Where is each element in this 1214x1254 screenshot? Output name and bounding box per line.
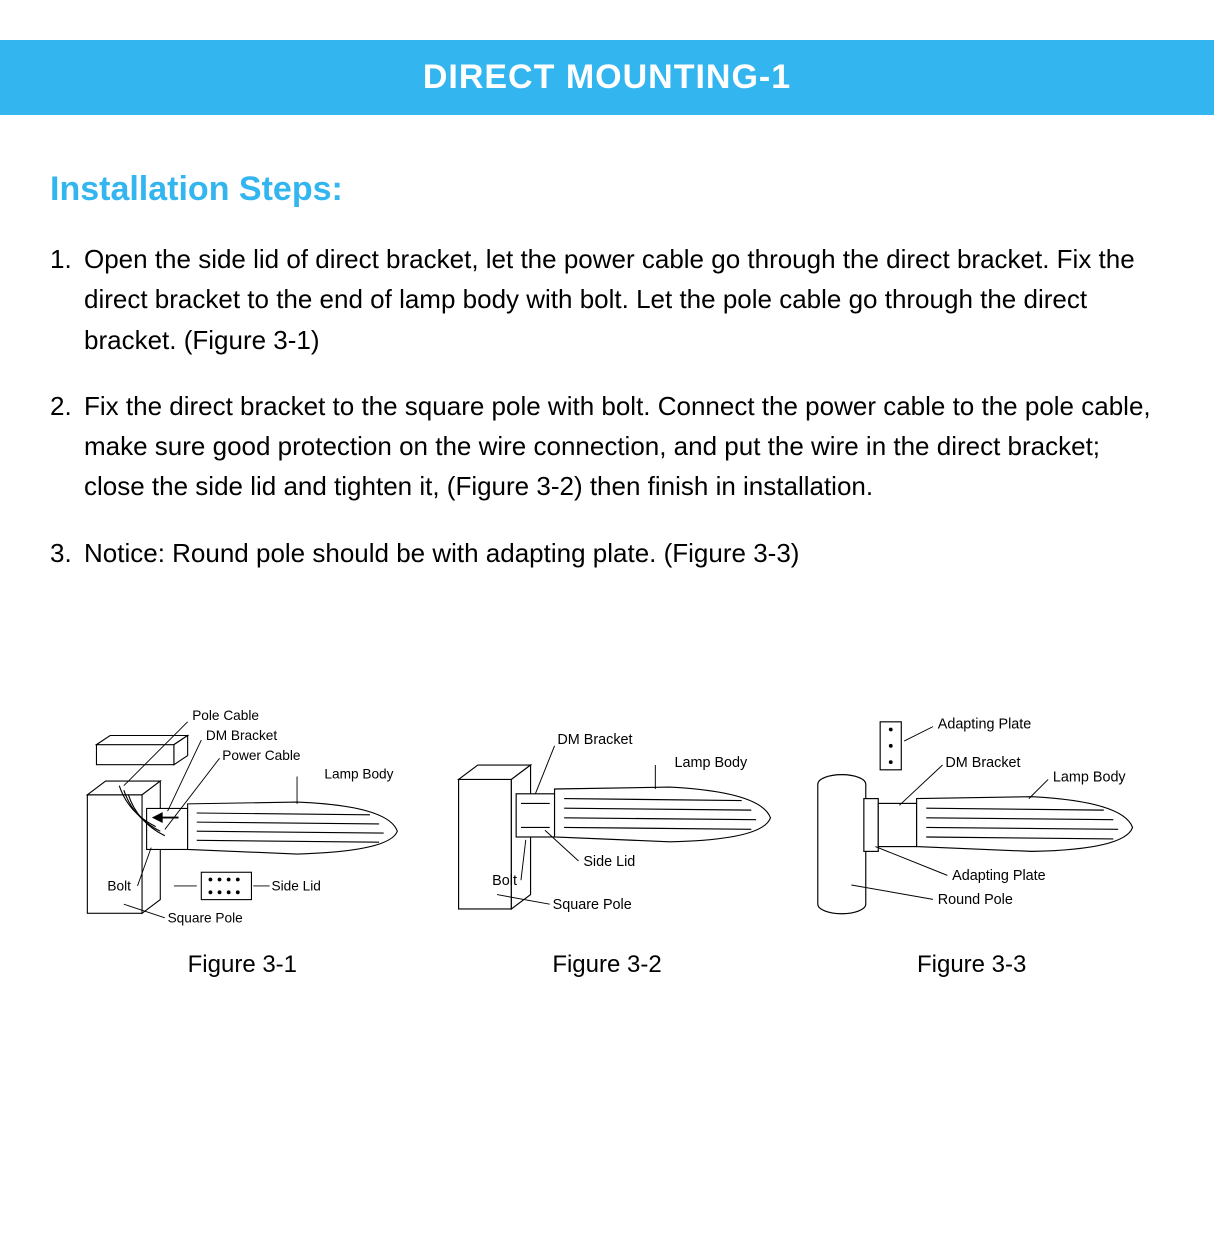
step-1: Open the side lid of direct bracket, let… [50,239,1164,360]
figure-3-1-caption: Figure 3-1 [188,951,297,979]
label-dm-bracket-2: DM Bracket [557,732,632,748]
figure-3-3-svg: Adapting Plate DM Bracket Lamp Body Adap… [789,683,1154,943]
label-dm-bracket: DM Bracket [206,728,278,743]
figure-3-2-svg: DM Bracket Lamp Body Side Lid Bolt Squar… [425,683,790,943]
label-lamp-body: Lamp Body [324,766,393,781]
section-title: Installation Steps: [50,170,1164,209]
label-lamp-body-2: Lamp Body [674,755,748,771]
label-adapting-plate-2: Adapting Plate [952,868,1046,884]
figure-3-3: Adapting Plate DM Bracket Lamp Body Adap… [789,683,1154,979]
label-round-pole: Round Pole [938,892,1013,908]
figure-3-1-svg: Pole Cable DM Bracket Power Cable Lamp B… [60,683,425,943]
label-power-cable: Power Cable [222,748,300,763]
page-banner: DIRECT MOUNTING-1 [0,40,1214,115]
label-adapting-plate: Adapting Plate [938,717,1032,733]
label-pole-cable: Pole Cable [192,708,259,723]
label-square-pole: Square Pole [168,910,243,925]
label-side-lid-2: Side Lid [583,854,635,870]
figure-3-2-caption: Figure 3-2 [552,951,661,979]
figures-row: Pole Cable DM Bracket Power Cable Lamp B… [50,683,1164,979]
banner-title: DIRECT MOUNTING-1 [423,58,791,96]
figure-3-3-caption: Figure 3-3 [917,951,1026,979]
label-square-pole-2: Square Pole [552,897,631,913]
content-area: Installation Steps: Open the side lid of… [0,170,1214,979]
step-3: Notice: Round pole should be with adapti… [50,533,1164,573]
step-2: Fix the direct bracket to the square pol… [50,386,1164,507]
installation-steps-list: Open the side lid of direct bracket, let… [50,239,1164,573]
label-side-lid: Side Lid [272,879,321,894]
label-dm-bracket-3: DM Bracket [946,755,1021,771]
label-bolt: Bolt [107,879,131,894]
figure-3-2: DM Bracket Lamp Body Side Lid Bolt Squar… [425,683,790,979]
label-bolt-2: Bolt [492,873,517,889]
figure-3-1: Pole Cable DM Bracket Power Cable Lamp B… [60,683,425,979]
label-lamp-body-3: Lamp Body [1053,769,1127,785]
